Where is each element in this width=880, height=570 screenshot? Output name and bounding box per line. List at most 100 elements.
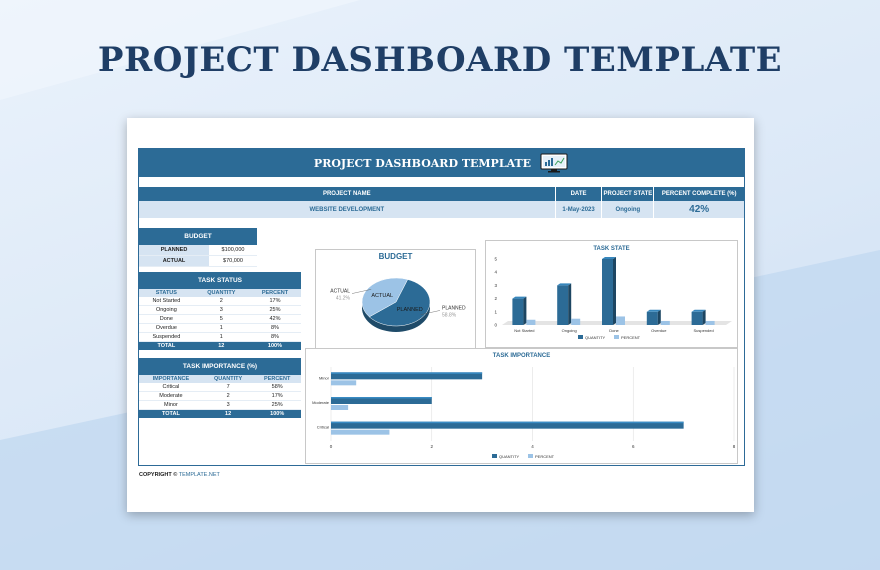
table-cell: Minor (139, 400, 203, 410)
budget-planned-label: PLANNED (139, 245, 209, 256)
pie-leader-line (351, 289, 372, 294)
legend-swatch-percent (528, 454, 533, 458)
bar-quantity (691, 311, 703, 325)
pie-slice (368, 279, 431, 327)
date-value: 1-May-2023 (556, 201, 603, 218)
table-cell: TOTAL (139, 409, 203, 418)
project-value-row: WEBSITE DEVELOPMENT 1-May-2023 Ongoing 4… (139, 201, 744, 218)
y-tick-label: 4 (494, 270, 497, 275)
bar-quantity (512, 298, 524, 325)
project-state-value: Ongoing (602, 201, 655, 218)
table-cell: 7 (202, 383, 254, 392)
bar-quantity-top (602, 257, 616, 259)
bar-quantity-side (523, 296, 527, 325)
legend-label-quantity: QUANTITY (585, 335, 606, 340)
table-cell: 3 (202, 400, 254, 410)
table-row: Done 5 42% (139, 314, 301, 324)
legend-label-quantity: QUANTITY (499, 454, 520, 459)
table-cell: 58% (253, 383, 301, 392)
table-cell: 8% (248, 332, 301, 342)
pie-slice-label: PLANNED (397, 307, 423, 313)
copyright-prefix: COPYRIGHT © (139, 472, 178, 478)
table-row: Critical 7 58% (139, 383, 301, 392)
pie-slice (361, 277, 409, 318)
bar-percent (616, 316, 625, 325)
budget-actual-label: ACTUAL (139, 255, 209, 267)
x-tick-label: Overdue (651, 328, 667, 333)
legend-label-percent: PERCENT (535, 454, 555, 459)
bar-quantity (646, 311, 658, 325)
table-cell: 100% (253, 409, 301, 418)
pie-callout-label: PLANNED (442, 305, 466, 311)
x-tick-label: Ongoing (562, 328, 577, 333)
dashboard-title: PROJECT DASHBOARD TEMPLATE (313, 156, 532, 170)
y-tick-label: 5 (494, 257, 497, 262)
budget-pie-chart: BUDGET PLANNED PLANNED 58.8% ACTUAL ACTUAL 41… (315, 249, 476, 350)
task-importance-table: TASK IMPORTANCE (%) IMPORTANCE QUANTITY … (139, 358, 301, 418)
table-cell: Ongoing (139, 305, 194, 315)
table-header: PERCENT (253, 375, 301, 383)
bar-quantity (331, 421, 684, 429)
task-state-chart: TASK STATE 0 1 2 3 4 5 Not Started Ongoing Done O… (485, 240, 738, 348)
table-cell: Overdue (139, 323, 194, 333)
x-tick-label: 2 (430, 444, 433, 449)
task-importance-chart-title: TASK IMPORTANCE (492, 353, 551, 359)
x-tick-label: 0 (330, 444, 333, 449)
project-name-value: WEBSITE DEVELOPMENT (139, 201, 556, 218)
legend-swatch-percent (614, 335, 619, 339)
project-state-header: PROJECT STATE (602, 187, 655, 201)
table-row: Moderate 2 17% (139, 391, 301, 401)
x-tick-label: 8 (733, 444, 736, 449)
dashboard-frame: PROJECT DASHBOARD TEMPLATE PROJECT NAME … (138, 148, 745, 466)
pie-callout-value: 41.2% (336, 296, 351, 302)
table-row: Ongoing 3 25% (139, 305, 301, 315)
bar-quantity-top (557, 283, 572, 286)
table-cell: 42% (248, 314, 301, 324)
bar-quantity (557, 285, 569, 325)
task-importance-chart: TASK IMPORTANCE 0 2 4 6 8 Minor Moderate Critic… (305, 348, 738, 464)
copyright-text: COPYRIGHT © TEMPLATE.NET (139, 472, 220, 478)
table-cell: 17% (248, 297, 301, 306)
table-header: IMPORTANCE (139, 375, 203, 383)
table-cell: Suspended (139, 332, 194, 342)
table-cell: 2 (193, 297, 249, 306)
bar-percent (571, 318, 581, 325)
budget-table: BUDGET PLANNED $100,000 ACTUAL $70,000 (139, 228, 257, 267)
legend-swatch-quantity (578, 335, 583, 339)
table-row: Not Started 2 17% (139, 297, 301, 306)
spreadsheet-preview: PROJECT DASHBOARD TEMPLATE PROJECT NAME … (127, 118, 754, 512)
task-importance-title: TASK IMPORTANCE (%) (139, 358, 301, 375)
project-name-header: PROJECT NAME (139, 187, 556, 201)
bar-quantity-top (331, 421, 684, 424)
table-cell: 3 (193, 305, 249, 315)
x-tick-label: 4 (531, 444, 534, 449)
table-cell: 17% (253, 391, 301, 401)
bar-quantity-top (691, 309, 706, 312)
table-cell: 2 (202, 391, 254, 401)
budget-actual-value: $70,000 (209, 255, 257, 267)
pie-callout-label: ACTUAL (330, 289, 350, 295)
bar-quantity-side (657, 309, 661, 325)
x-tick-label: 6 (632, 444, 635, 449)
table-cell: 25% (253, 400, 301, 410)
table-cell: Done (139, 314, 194, 324)
dashboard-header: PROJECT DASHBOARD TEMPLATE (139, 149, 744, 177)
bar-percent (705, 320, 715, 325)
y-tick-label: 2 (494, 296, 497, 301)
total-row: TOTAL 12 100% (139, 341, 301, 350)
task-state-chart-title: TASK STATE (593, 246, 630, 252)
pie-slice-label: ACTUAL (371, 293, 393, 299)
table-header: QUANTITY (202, 375, 254, 383)
bar-percent (660, 320, 670, 325)
x-tick-label: Not Started (514, 328, 534, 333)
table-cell: Moderate (139, 391, 203, 401)
table-cell: 12 (202, 409, 254, 418)
table-header: STATUS (139, 289, 194, 297)
pie-callout-value: 58.8% (442, 312, 457, 318)
bar-percent (331, 405, 349, 410)
table-cell: Not Started (139, 297, 194, 306)
bar-quantity-top (331, 372, 483, 374)
y-tick-label: Moderate (312, 400, 330, 405)
budget-planned-value: $100,000 (209, 245, 257, 256)
bar-percent (526, 319, 536, 325)
